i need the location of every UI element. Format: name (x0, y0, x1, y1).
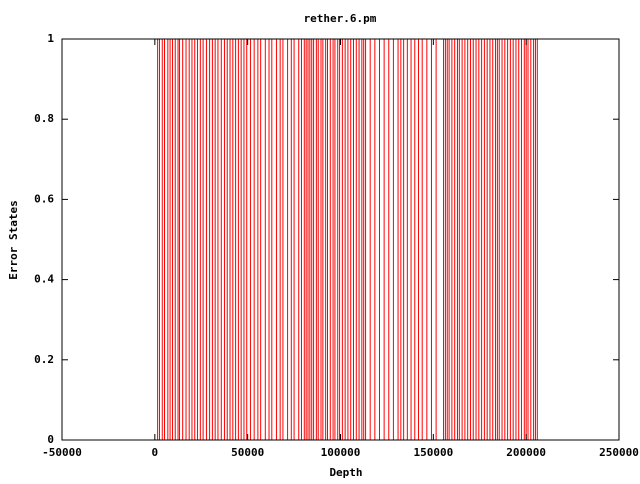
x-tick-label: 150000 (413, 446, 453, 459)
y-tick-label: 0.6 (34, 192, 54, 205)
y-axis-label: Error States (7, 200, 20, 279)
x-axis-label: Depth (329, 466, 362, 479)
y-tick-label: 0.8 (34, 112, 54, 125)
y-tick-label: 0 (47, 433, 54, 446)
x-tick-label: -50000 (42, 446, 82, 459)
x-tick-label: 100000 (321, 446, 361, 459)
x-tick-label: 250000 (599, 446, 639, 459)
x-tick-label: 50000 (231, 446, 264, 459)
x-tick-label: 200000 (506, 446, 546, 459)
chart-title: rether.6.pm (304, 12, 377, 25)
x-tick-label: 0 (152, 446, 159, 459)
y-tick-label: 0.4 (34, 273, 54, 286)
y-tick-label: 0.2 (34, 353, 54, 366)
y-tick-label: 1 (47, 32, 54, 45)
